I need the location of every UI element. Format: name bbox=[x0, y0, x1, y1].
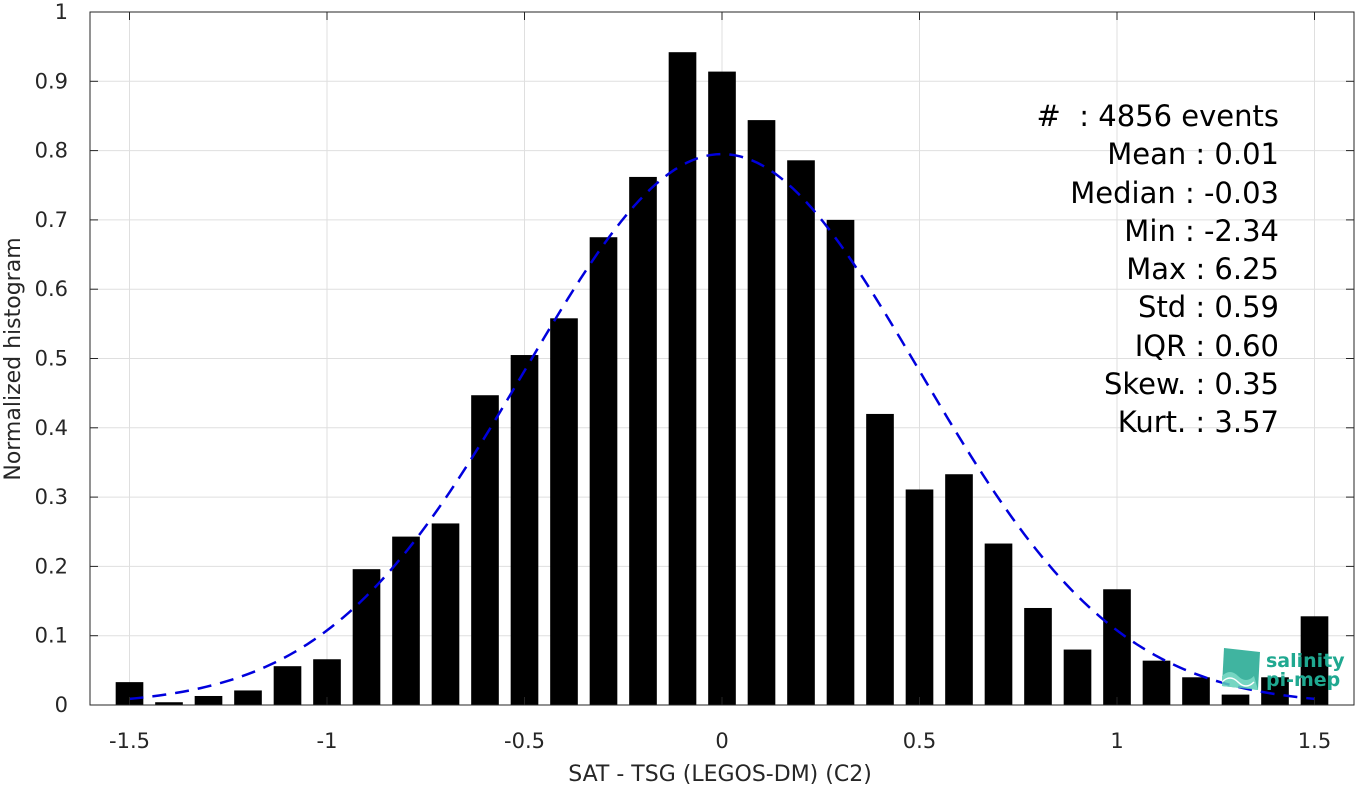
histogram-bar bbox=[708, 71, 736, 705]
histogram-bar bbox=[1182, 677, 1210, 705]
histogram-bar bbox=[747, 120, 776, 705]
histogram-bar bbox=[510, 355, 539, 705]
gaussian-fit-curve bbox=[129, 152, 1315, 701]
y-tick-label: 0 bbox=[55, 693, 68, 717]
logo-text-pimep: pi-mep bbox=[1266, 669, 1340, 691]
histogram-bar bbox=[1300, 616, 1329, 705]
histogram-bar bbox=[1103, 589, 1131, 705]
histogram-bar bbox=[194, 695, 223, 705]
y-tick-label: 0.5 bbox=[35, 347, 68, 371]
x-tick-label: -1.5 bbox=[109, 729, 150, 753]
histogram-bar bbox=[945, 474, 973, 705]
y-tick-label: 0.4 bbox=[35, 416, 68, 440]
histogram-bar bbox=[787, 160, 815, 705]
x-tick-label: 1 bbox=[1110, 729, 1123, 753]
stats-line: Mean : 0.01 bbox=[1107, 137, 1279, 172]
y-tick-label: 0.6 bbox=[35, 277, 68, 301]
y-tick-label: 0.9 bbox=[35, 69, 68, 93]
histogram-bar bbox=[905, 489, 934, 705]
histogram-bar bbox=[550, 318, 578, 705]
logo-text-salinity: salinity bbox=[1266, 650, 1345, 672]
histogram-bar bbox=[1142, 660, 1171, 705]
histogram-bar bbox=[1261, 677, 1289, 705]
stats-line: Kurt. : 3.57 bbox=[1117, 405, 1279, 440]
histogram-bar bbox=[155, 702, 183, 705]
y-tick-label: 1 bbox=[55, 0, 68, 24]
y-axis-label: Normalized histogram bbox=[1, 237, 26, 480]
histogram-bar bbox=[234, 690, 262, 705]
stats-line: Median : -0.03 bbox=[1070, 175, 1279, 210]
histogram-bar bbox=[352, 569, 381, 705]
histogram-bar bbox=[668, 52, 697, 706]
histogram-bar bbox=[984, 543, 1013, 705]
y-tick-label: 0.7 bbox=[35, 208, 68, 232]
histogram-bar bbox=[1024, 607, 1052, 705]
y-tick-labels: 0 0.1 0.2 0.3 0.4 0.5 0.6 0.7 0.8 0.9 1 bbox=[35, 0, 68, 717]
axes-frame bbox=[89, 11, 1355, 706]
x-tick-labels: -1.5 -1 -0.5 0 0.5 1 1.5 bbox=[109, 729, 1331, 753]
stats-line: Max : 6.25 bbox=[1126, 252, 1279, 287]
histogram-bar bbox=[826, 219, 855, 705]
y-tick-label: 0.3 bbox=[35, 485, 68, 509]
histogram-bar bbox=[866, 413, 894, 705]
x-tick-label: 0 bbox=[715, 729, 728, 753]
histogram-bar bbox=[471, 395, 499, 705]
y-tick-label: 0.2 bbox=[35, 554, 68, 578]
x-tick-label: 1.5 bbox=[1298, 729, 1331, 753]
histogram-bar bbox=[273, 666, 302, 705]
histogram-bar bbox=[1221, 694, 1250, 705]
y-tick-label: 0.1 bbox=[35, 624, 68, 648]
stats-line: Std : 0.59 bbox=[1138, 290, 1279, 325]
histogram-bar bbox=[589, 237, 618, 705]
statistics-annotation: # : 4856 events Mean : 0.01 Median : -0.03… bbox=[1037, 97, 1279, 442]
stats-line: Skew. : 0.35 bbox=[1103, 367, 1279, 402]
x-tick-label: -0.5 bbox=[504, 729, 545, 753]
x-axis-label: SAT - TSG (LEGOS-DM) (C2) bbox=[568, 762, 872, 785]
stats-line: # : 4856 events bbox=[1036, 99, 1279, 133]
y-tick-label: 0.8 bbox=[35, 139, 68, 163]
stats-line: IQR : 0.60 bbox=[1134, 328, 1279, 363]
histogram-bar bbox=[1063, 649, 1092, 705]
x-tick-label: -1 bbox=[317, 729, 338, 753]
x-tick-label: 0.5 bbox=[903, 729, 936, 753]
stats-line: Min : -2.34 bbox=[1124, 213, 1279, 248]
histogram-bars bbox=[115, 52, 1329, 706]
histogram-bar bbox=[431, 523, 460, 705]
histogram-bar bbox=[629, 176, 657, 705]
